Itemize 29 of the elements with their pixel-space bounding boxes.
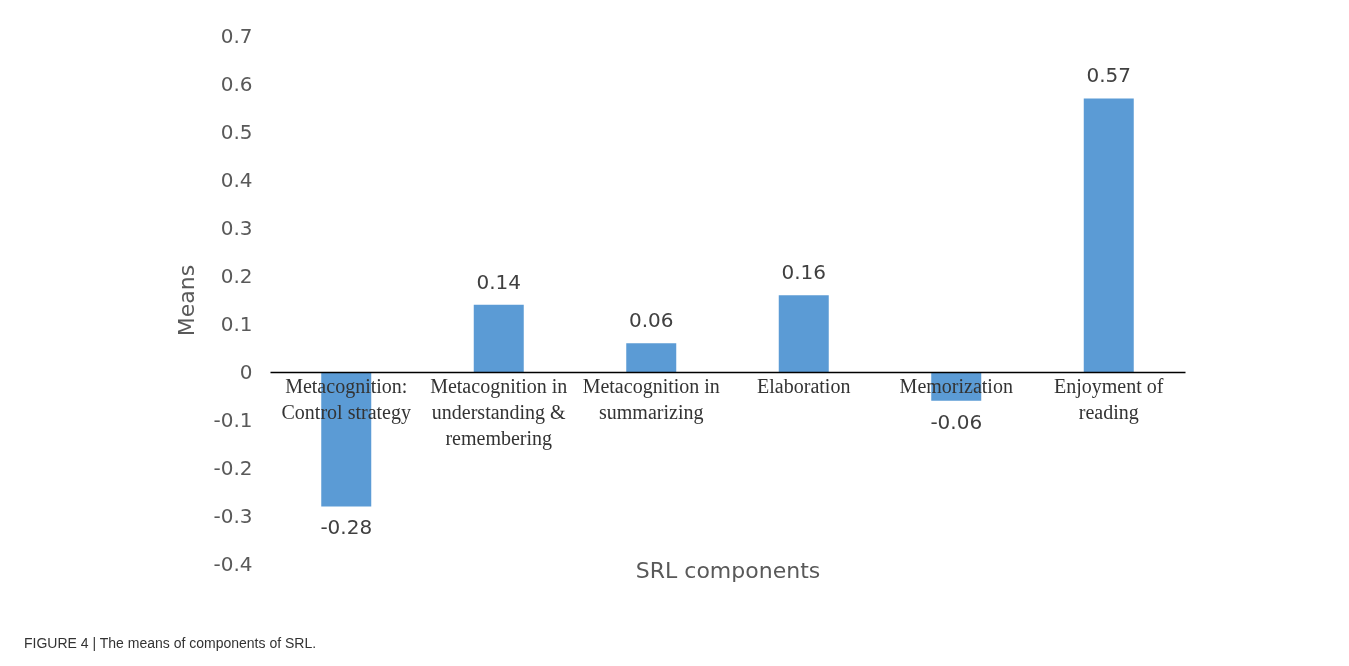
data-label: 0.57 [1086,63,1132,88]
y-tick-label: 0.4 [220,167,253,192]
y-tick-label: 0.7 [220,23,253,48]
y-tick-label: -0.2 [213,455,253,480]
x-tick-label: Elaboration [757,374,851,397]
y-axis-title: Means [174,264,200,337]
y-tick-label: 0.6 [220,71,253,96]
x-tick-label: Metacognition in summarizing [582,374,720,424]
y-tick-label: -0.4 [213,551,253,576]
y-tick-label: 0.2 [220,263,253,288]
y-tick-label: 0.5 [220,119,253,144]
bar [626,343,677,372]
bar [473,304,524,372]
data-label: 0.06 [628,308,674,333]
data-label: -0.28 [320,515,373,540]
data-label: -0.06 [930,409,983,434]
x-axis-title: SRL components [635,557,821,583]
bar [778,295,829,372]
x-tick-label: Enjoyment of reading [1054,374,1164,424]
bar [1083,98,1134,372]
y-tick-label: 0.1 [220,311,253,336]
y-tick-label: -0.3 [213,503,253,528]
data-label: 0.14 [476,269,522,294]
y-tick-label: 0 [239,359,253,384]
data-label: 0.16 [781,260,827,285]
y-tick-label: -0.1 [213,407,253,432]
y-tick-label: 0.3 [220,215,253,240]
caption: FIGURE 4 | The means of components of SRL. [24,635,317,651]
x-tick-label: Metacognition in understanding & remembering [430,374,568,450]
